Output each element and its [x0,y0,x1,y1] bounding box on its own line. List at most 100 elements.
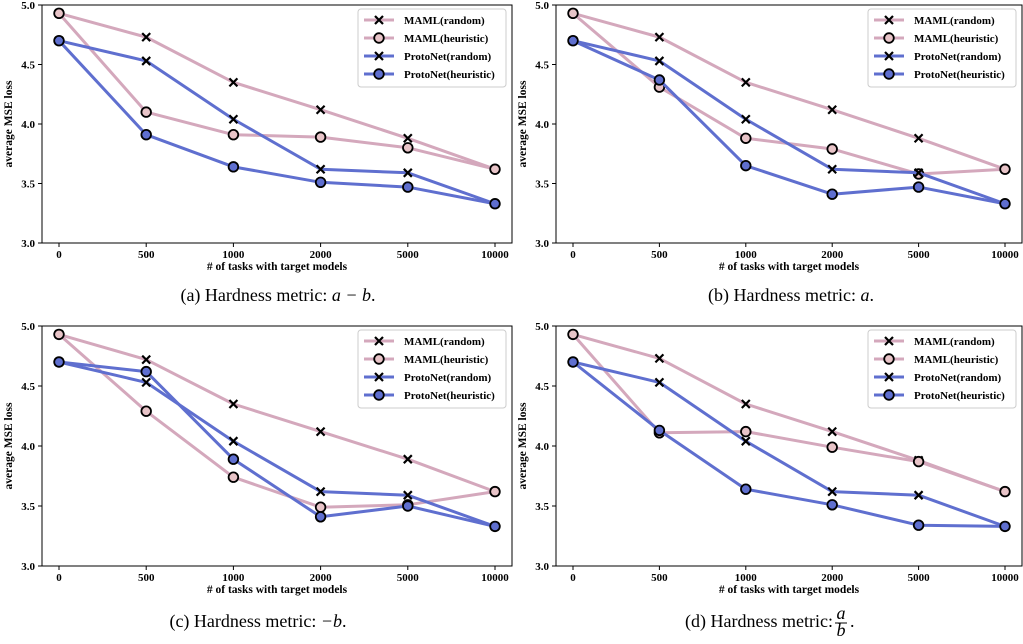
data-point [567,35,579,47]
panel-caption: (b) Hardness metric: a. [708,285,874,306]
y-tick-label: 3.0 [21,561,35,573]
panel-caption: (d) Hardness metric: [685,611,833,632]
data-point [654,377,665,388]
series-line-maml-random [58,11,496,171]
chart-panel-3: 3.0 3.5 4.0 4.5 5.0 0 500 1000 2000 5000 10000 # of… [3,321,513,632]
data-point [141,354,151,365]
caption-text: (b) Hardness metric: [708,285,860,306]
y-tick-label: 4.5 [535,60,549,72]
data-point [567,7,579,20]
data-point [314,176,327,189]
data-point [741,114,751,125]
caption-text: (a) Hardness metric: [180,285,331,306]
legend-marker [373,68,385,80]
y-tick-label: 3.5 [21,179,35,191]
series-line-protonet-heuristic [572,39,1006,206]
data-point [741,77,751,88]
y-tick-label: 3.0 [535,561,549,573]
data-point [140,106,152,118]
y-tick-label: 4.0 [21,119,35,131]
x-tick-label: 2000 [821,249,844,261]
panel-caption: (c) Hardness metric: −b. [169,611,346,632]
data-point [826,143,838,155]
legend-marker [374,51,384,61]
data-point [567,328,579,341]
series-line-protonet-random [58,360,496,528]
x-tick-label: 5000 [908,249,931,261]
x-tick-label: 10000 [991,249,1019,261]
x-tick-label: 5000 [397,249,420,261]
series-line-maml-random [58,332,496,494]
x-axis-label: # of tasks with target models [719,261,860,273]
data-point [227,129,240,141]
legend-label: MAML(heuristic) [404,354,489,366]
series-line-protonet-heuristic [572,360,1006,528]
legend-marker [884,51,894,61]
data-point [315,426,326,437]
series-line-maml-random [572,11,1006,171]
data-point [913,133,924,144]
y-tick-label: 3.5 [21,501,35,513]
caption-math: −b [321,611,342,631]
data-point [228,436,239,446]
legend-label: ProtoNet(heuristic) [914,390,1005,402]
y-tick-label: 5.0 [535,321,549,333]
data-point [53,35,65,47]
data-point [826,188,838,200]
legend-marker [374,15,384,25]
legend-label: ProtoNet(heuristic) [914,69,1005,81]
data-point [53,328,65,341]
data-point [826,499,838,511]
data-point [999,198,1011,210]
legend-marker [373,389,385,401]
data-point [402,181,414,193]
data-point [228,77,239,88]
legend-marker [883,389,895,401]
legend-label: MAML(heuristic) [914,354,999,366]
data-point [999,163,1011,175]
series-line-protonet-random [58,39,496,206]
legend-label: ProtoNet(random) [404,372,491,384]
x-tick-label: 0 [570,572,576,584]
data-point [489,485,501,498]
y-tick-label: 5.0 [21,321,35,333]
legend-label: MAML(random) [404,336,485,348]
caption-suffix: . [850,611,855,631]
data-point [999,520,1011,533]
x-tick-label: 1000 [222,572,245,584]
data-point [403,490,413,500]
chart-panel-4: 3.0 3.5 4.0 4.5 5.0 0 500 1000 2000 5000 10000 # of… [517,321,1023,640]
data-point [141,32,151,42]
chart-panel-2: 3.0 3.5 4.0 4.5 5.0 0 500 1000 2000 5000 10000 # of… [517,0,1023,306]
data-point [140,129,152,141]
y-axis-label: average MSE loss [3,80,15,167]
legend-label: MAML(heuristic) [914,33,999,45]
data-point [827,486,837,497]
caption-text: (c) Hardness metric: [169,611,320,632]
caption-suffix: . [371,285,376,305]
data-point [912,455,925,468]
y-axis-label: average MSE loss [517,402,529,489]
data-point [489,198,501,210]
data-point [740,483,752,495]
x-axis-label: # of tasks with target models [719,584,860,596]
data-point [489,163,501,175]
series-line-maml-heuristic [571,333,1006,494]
data-point [314,501,327,513]
data-point [314,131,327,143]
y-tick-label: 4.0 [21,441,35,453]
y-tick-label: 4.5 [535,381,549,393]
series-line-maml-heuristic [58,333,496,509]
x-tick-label: 2000 [310,572,333,584]
data-point [740,425,752,438]
caption-fraction-numerator: a [837,603,846,623]
legend-box [867,8,1017,88]
data-point [654,56,665,66]
data-point [315,104,326,115]
legend-label: MAML(random) [404,15,485,27]
y-tick-label: 3.0 [21,238,35,250]
legend-box [867,329,1017,409]
y-tick-label: 4.0 [535,441,549,453]
legend-box [357,8,507,88]
